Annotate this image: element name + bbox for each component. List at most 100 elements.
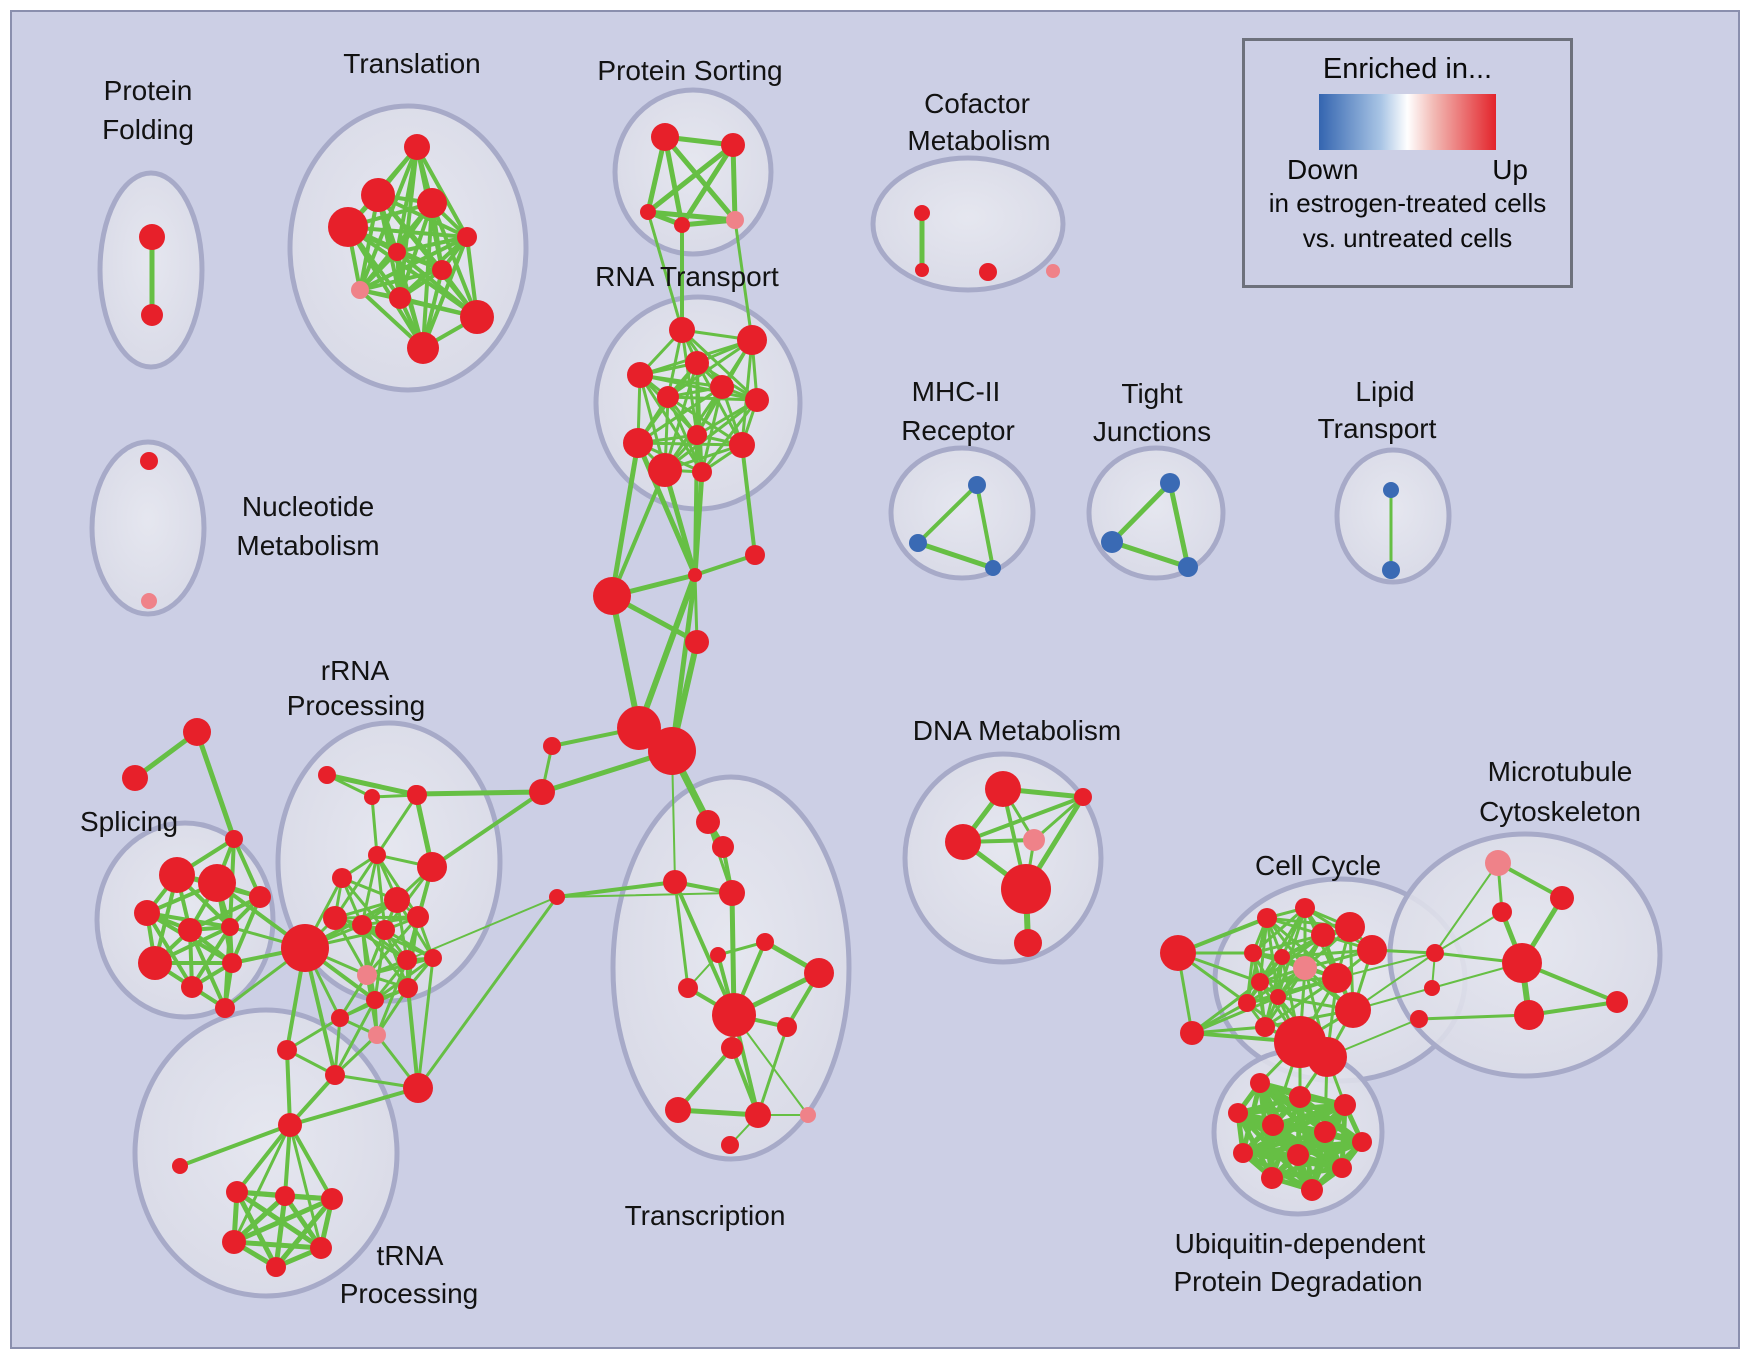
cell-cycle-node[interactable] bbox=[1244, 944, 1262, 962]
rrna-processing-node[interactable] bbox=[357, 965, 377, 985]
rna-transport-node[interactable] bbox=[710, 375, 734, 399]
protein-folding-node[interactable] bbox=[139, 224, 165, 250]
nucleotide-metabolism-node[interactable] bbox=[140, 452, 158, 470]
ubiquitin-degradation-node[interactable] bbox=[1289, 1086, 1311, 1108]
ubiquitin-degradation-node[interactable] bbox=[1352, 1132, 1372, 1152]
protein-sorting-node[interactable] bbox=[721, 133, 745, 157]
translation-node[interactable] bbox=[328, 207, 368, 247]
cofactor-metabolism-node[interactable] bbox=[914, 205, 930, 221]
transcription-node[interactable] bbox=[712, 836, 734, 858]
transcription-node[interactable] bbox=[756, 933, 774, 951]
transcription-node[interactable] bbox=[712, 993, 756, 1037]
rrna-processing-node[interactable] bbox=[417, 852, 447, 882]
mhc-ii-receptor-node[interactable] bbox=[985, 560, 1001, 576]
translation-node[interactable] bbox=[361, 178, 395, 212]
microtubule-cytoskeleton-node[interactable] bbox=[1410, 1010, 1428, 1028]
transcription-node[interactable] bbox=[804, 958, 834, 988]
cell-cycle-node[interactable] bbox=[1322, 963, 1352, 993]
nucleotide-metabolism-node[interactable] bbox=[141, 593, 157, 609]
dna-metabolism-node[interactable] bbox=[1074, 788, 1092, 806]
splicing-node[interactable] bbox=[225, 830, 243, 848]
translation-node[interactable] bbox=[407, 332, 439, 364]
rrna-processing-node[interactable] bbox=[384, 887, 410, 913]
rna-transport-node[interactable] bbox=[669, 317, 695, 343]
ubiquitin-degradation-node[interactable] bbox=[1314, 1121, 1336, 1143]
protein-sorting-node[interactable] bbox=[640, 204, 656, 220]
transcription-node[interactable] bbox=[800, 1107, 816, 1123]
cell-cycle-node[interactable] bbox=[1357, 935, 1387, 965]
translation-node[interactable] bbox=[388, 243, 406, 261]
ubiquitin-degradation-node[interactable] bbox=[1287, 1144, 1309, 1166]
translation-node[interactable] bbox=[432, 260, 452, 280]
microtubule-cytoskeleton-node[interactable] bbox=[1424, 980, 1440, 996]
dna-metabolism-node[interactable] bbox=[1014, 929, 1042, 957]
trna-processing-node[interactable] bbox=[275, 1186, 295, 1206]
transcription-node[interactable] bbox=[745, 1102, 771, 1128]
protein-sorting-node[interactable] bbox=[651, 123, 679, 151]
cell-cycle-node[interactable] bbox=[1238, 994, 1256, 1012]
trna-processing-node[interactable] bbox=[222, 1230, 246, 1254]
splicing-node[interactable] bbox=[122, 765, 148, 791]
protein-sorting-node[interactable] bbox=[674, 217, 690, 233]
transcription-node[interactable] bbox=[710, 947, 726, 963]
transcription-node[interactable] bbox=[719, 880, 745, 906]
splicing-node[interactable] bbox=[221, 918, 239, 936]
dna-metabolism-node[interactable] bbox=[1001, 864, 1051, 914]
rrna-processing-node[interactable] bbox=[424, 949, 442, 967]
rrna-processing-node[interactable] bbox=[332, 868, 352, 888]
trna-processing-node[interactable] bbox=[226, 1181, 248, 1203]
rna-transport-node[interactable] bbox=[627, 362, 653, 388]
transcription-node[interactable] bbox=[663, 870, 687, 894]
ubiquitin-degradation-node[interactable] bbox=[1334, 1094, 1356, 1116]
microtubule-cytoskeleton-node[interactable] bbox=[1426, 944, 1444, 962]
transcription-node[interactable] bbox=[777, 1017, 797, 1037]
rrna-processing-node[interactable] bbox=[397, 950, 417, 970]
cell-cycle-node[interactable] bbox=[1335, 912, 1365, 942]
hub-node[interactable] bbox=[407, 785, 425, 803]
ubiquitin-degradation-node[interactable] bbox=[1233, 1143, 1253, 1163]
lipid-transport-node[interactable] bbox=[1382, 561, 1400, 579]
cell-cycle-node[interactable] bbox=[1270, 989, 1286, 1005]
ubiquitin-degradation-node[interactable] bbox=[1332, 1158, 1352, 1178]
hub-node[interactable] bbox=[549, 889, 565, 905]
rrna-processing-node[interactable] bbox=[325, 1065, 345, 1085]
translation-node[interactable] bbox=[460, 300, 494, 334]
translation-node[interactable] bbox=[404, 134, 430, 160]
microtubule-cytoskeleton-node[interactable] bbox=[1514, 1000, 1544, 1030]
dna-metabolism-node[interactable] bbox=[945, 824, 981, 860]
cell-cycle-node[interactable] bbox=[1257, 908, 1277, 928]
mhc-ii-receptor-node[interactable] bbox=[968, 476, 986, 494]
rna-transport-node[interactable] bbox=[657, 386, 679, 408]
dna-metabolism-node[interactable] bbox=[985, 771, 1021, 807]
ubiquitin-degradation-node[interactable] bbox=[1228, 1103, 1248, 1123]
splicing-node[interactable] bbox=[159, 857, 195, 893]
cofactor-metabolism-node[interactable] bbox=[1046, 264, 1060, 278]
rna-transport-node[interactable] bbox=[692, 462, 712, 482]
rrna-processing-node[interactable] bbox=[323, 906, 347, 930]
cell-cycle-node[interactable] bbox=[1295, 898, 1315, 918]
rrna-processing-node[interactable] bbox=[368, 1026, 386, 1044]
hub-node[interactable] bbox=[529, 779, 555, 805]
splicing-node[interactable] bbox=[134, 900, 160, 926]
transcription-node[interactable] bbox=[721, 1136, 739, 1154]
rrna-processing-node[interactable] bbox=[366, 991, 384, 1009]
cell-cycle-node[interactable] bbox=[1180, 1021, 1204, 1045]
microtubule-cytoskeleton-node[interactable] bbox=[1550, 886, 1574, 910]
transcription-node[interactable] bbox=[696, 810, 720, 834]
rna-transport-node[interactable] bbox=[687, 425, 707, 445]
ubiquitin-degradation-node[interactable] bbox=[1301, 1179, 1323, 1201]
translation-node[interactable] bbox=[389, 287, 411, 309]
rrna-processing-node[interactable] bbox=[352, 915, 372, 935]
rna-transport-node[interactable] bbox=[737, 325, 767, 355]
rrna-processing-node[interactable] bbox=[331, 1009, 349, 1027]
cell-cycle-node[interactable] bbox=[1311, 923, 1335, 947]
splicing-node[interactable] bbox=[183, 718, 211, 746]
rna-transport-node[interactable] bbox=[685, 351, 709, 375]
trna-processing-node[interactable] bbox=[172, 1158, 188, 1174]
rrna-processing-node[interactable] bbox=[277, 1040, 297, 1060]
cell-cycle-node[interactable] bbox=[1251, 973, 1269, 991]
hub-node[interactable] bbox=[745, 545, 765, 565]
trna-processing-node[interactable] bbox=[310, 1237, 332, 1259]
microtubule-cytoskeleton-node[interactable] bbox=[1492, 902, 1512, 922]
tight-junctions-node[interactable] bbox=[1160, 473, 1180, 493]
